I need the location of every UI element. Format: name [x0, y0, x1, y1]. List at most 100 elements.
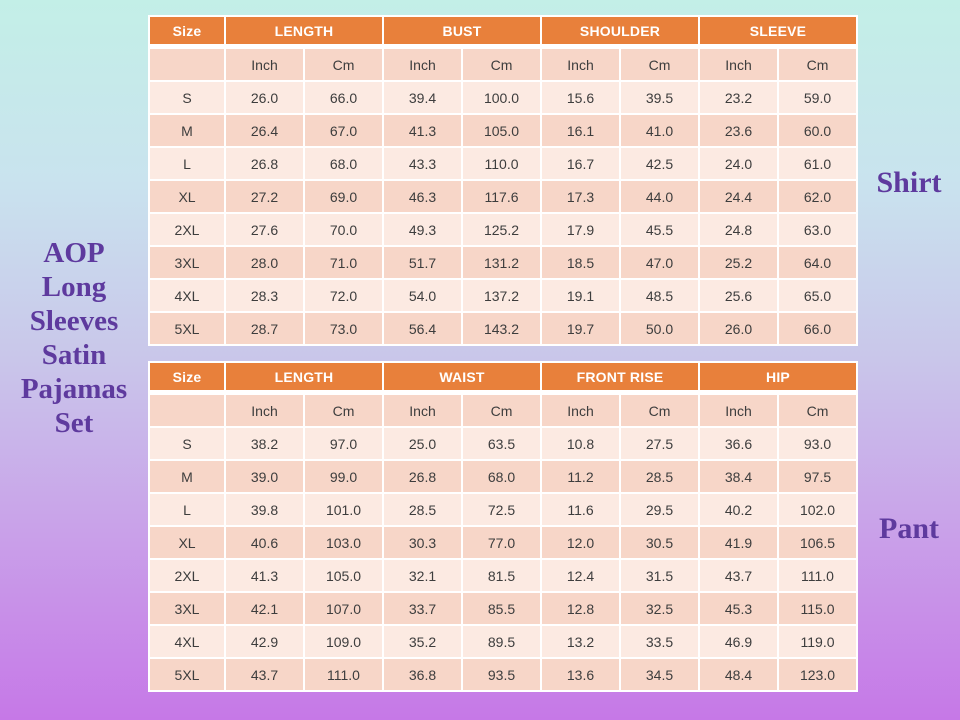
value-cell: 40.2: [700, 494, 777, 525]
value-cell: 26.8: [226, 148, 303, 179]
value-cell: 33.5: [621, 626, 698, 657]
value-cell: 123.0: [779, 659, 856, 690]
size-column-header: Size: [150, 17, 224, 47]
value-cell: 39.5: [621, 82, 698, 113]
value-cell: 42.5: [621, 148, 698, 179]
value-cell: 68.0: [305, 148, 382, 179]
unit-cell: Inch: [384, 49, 461, 80]
size-cell: M: [150, 115, 224, 146]
value-cell: 12.8: [542, 593, 619, 624]
value-cell: 23.6: [700, 115, 777, 146]
value-cell: 30.3: [384, 527, 461, 558]
column-group-header: SLEEVE: [700, 17, 856, 47]
unit-cell: Inch: [384, 395, 461, 426]
value-cell: 47.0: [621, 247, 698, 278]
value-cell: 35.2: [384, 626, 461, 657]
value-cell: 26.0: [226, 82, 303, 113]
table-row: 5XL 28.7 73.0 56.4 143.2 19.7 50.0 26.0 66.0: [150, 313, 856, 344]
unit-cell: Cm: [779, 395, 856, 426]
unit-cell: Cm: [621, 395, 698, 426]
value-cell: 48.5: [621, 280, 698, 311]
value-cell: 43.3: [384, 148, 461, 179]
value-cell: 46.9: [700, 626, 777, 657]
value-cell: 28.7: [226, 313, 303, 344]
table-row: 5XL 43.7 111.0 36.8 93.5 13.6 34.5 48.4 123.0: [150, 659, 856, 690]
value-cell: 106.5: [779, 527, 856, 558]
unit-cell: Cm: [463, 395, 540, 426]
table-row: XL 27.2 69.0 46.3 117.6 17.3 44.0 24.4 62.0: [150, 181, 856, 212]
product-title-line: Long: [41, 271, 107, 303]
value-cell: 125.2: [463, 214, 540, 245]
value-cell: 101.0: [305, 494, 382, 525]
value-cell: 36.6: [700, 428, 777, 459]
value-cell: 27.2: [226, 181, 303, 212]
size-tables-container: Size LENGTH BUST SHOULDER SLEEVE Inch Cm Inch Cm…: [148, 15, 858, 692]
value-cell: 17.9: [542, 214, 619, 245]
value-cell: 62.0: [779, 181, 856, 212]
unit-cell: Inch: [700, 49, 777, 80]
table-row: XL 40.6 103.0 30.3 77.0 12.0 30.5 41.9 106.5: [150, 527, 856, 558]
value-cell: 63.0: [779, 214, 856, 245]
value-cell: 36.8: [384, 659, 461, 690]
table-row: L 26.8 68.0 43.3 110.0 16.7 42.5 24.0 61.0: [150, 148, 856, 179]
blank-cell: [150, 395, 224, 426]
table-row: 4XL 42.9 109.0 35.2 89.5 13.2 33.5 46.9 119.0: [150, 626, 856, 657]
value-cell: 103.0: [305, 527, 382, 558]
value-cell: 111.0: [779, 560, 856, 591]
product-title-line: Satin: [41, 339, 107, 371]
value-cell: 89.5: [463, 626, 540, 657]
value-cell: 50.0: [621, 313, 698, 344]
value-cell: 64.0: [779, 247, 856, 278]
size-cell: 5XL: [150, 659, 224, 690]
value-cell: 59.0: [779, 82, 856, 113]
value-cell: 42.9: [226, 626, 303, 657]
value-cell: 69.0: [305, 181, 382, 212]
column-group-header: WAIST: [384, 363, 540, 393]
unit-cell: Inch: [542, 49, 619, 80]
column-group-header: LENGTH: [226, 17, 382, 47]
column-group-header: SHOULDER: [542, 17, 698, 47]
value-cell: 60.0: [779, 115, 856, 146]
column-group-header: BUST: [384, 17, 540, 47]
size-cell: 3XL: [150, 247, 224, 278]
value-cell: 137.2: [463, 280, 540, 311]
product-title-line: Sleeves: [29, 305, 119, 337]
value-cell: 32.1: [384, 560, 461, 591]
value-cell: 109.0: [305, 626, 382, 657]
value-cell: 107.0: [305, 593, 382, 624]
shirt-header-row: Size LENGTH BUST SHOULDER SLEEVE: [150, 17, 856, 47]
value-cell: 93.0: [779, 428, 856, 459]
unit-cell: Inch: [542, 395, 619, 426]
column-group-header: HIP: [700, 363, 856, 393]
value-cell: 117.6: [463, 181, 540, 212]
value-cell: 38.4: [700, 461, 777, 492]
value-cell: 31.5: [621, 560, 698, 591]
size-cell: 4XL: [150, 626, 224, 657]
unit-cell: Cm: [463, 49, 540, 80]
value-cell: 28.3: [226, 280, 303, 311]
column-group-header: FRONT RISE: [542, 363, 698, 393]
value-cell: 28.5: [621, 461, 698, 492]
value-cell: 12.4: [542, 560, 619, 591]
value-cell: 115.0: [779, 593, 856, 624]
value-cell: 45.5: [621, 214, 698, 245]
value-cell: 19.7: [542, 313, 619, 344]
table-row: 4XL 28.3 72.0 54.0 137.2 19.1 48.5 25.6 65.0: [150, 280, 856, 311]
value-cell: 43.7: [226, 659, 303, 690]
value-cell: 68.0: [463, 461, 540, 492]
value-cell: 67.0: [305, 115, 382, 146]
value-cell: 24.0: [700, 148, 777, 179]
value-cell: 97.5: [779, 461, 856, 492]
value-cell: 27.6: [226, 214, 303, 245]
value-cell: 39.8: [226, 494, 303, 525]
product-title: AOP Long Sleeves Satin Pajamas Set: [0, 236, 148, 440]
value-cell: 46.3: [384, 181, 461, 212]
size-column-header: Size: [150, 363, 224, 393]
value-cell: 48.4: [700, 659, 777, 690]
table-row: M 26.4 67.0 41.3 105.0 16.1 41.0 23.6 60.0: [150, 115, 856, 146]
value-cell: 28.5: [384, 494, 461, 525]
value-cell: 81.5: [463, 560, 540, 591]
value-cell: 24.4: [700, 181, 777, 212]
value-cell: 143.2: [463, 313, 540, 344]
value-cell: 71.0: [305, 247, 382, 278]
